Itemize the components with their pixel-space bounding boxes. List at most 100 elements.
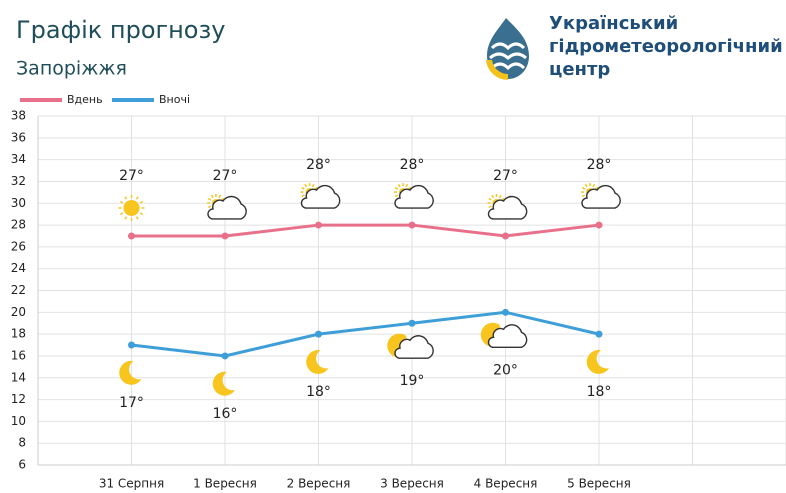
sun-ray <box>498 194 502 199</box>
weather-icon <box>387 333 434 359</box>
value-label: 20° <box>493 362 518 378</box>
moon <box>306 349 329 374</box>
x-tick-label: 3 Вересня <box>380 477 444 491</box>
data-point <box>408 319 416 327</box>
sun-ray <box>139 200 144 204</box>
y-tick-label: 22 <box>11 283 26 297</box>
y-tick-label: 28 <box>11 218 26 232</box>
sun-ray <box>488 205 492 209</box>
data-point <box>221 352 229 360</box>
sun-ray <box>119 200 124 204</box>
value-label: 16° <box>213 406 238 422</box>
weather-icon <box>394 183 434 209</box>
sun-ray <box>491 194 495 199</box>
weather-icon <box>581 183 621 209</box>
sun-ray <box>218 194 222 199</box>
series-line <box>131 310 600 358</box>
sun-ray <box>210 194 214 199</box>
data-point <box>595 221 603 229</box>
y-tick-label: 30 <box>11 196 26 210</box>
sun-ray <box>135 216 139 220</box>
x-tick-label: 1 Вересня <box>193 477 257 491</box>
weather-icon <box>118 194 145 221</box>
sun-ray <box>304 183 308 188</box>
legend-label: Вночі <box>159 93 190 106</box>
weather-icon <box>487 193 528 220</box>
data-point <box>315 221 322 229</box>
cloud <box>207 195 247 220</box>
y-tick-label: 26 <box>11 239 26 253</box>
weather-icon <box>480 322 528 349</box>
y-tick-label: 12 <box>11 392 26 406</box>
value-label: 28° <box>306 157 331 173</box>
value-label: 18° <box>306 384 331 400</box>
sun-ray <box>394 186 399 190</box>
y-tick-label: 10 <box>11 414 26 428</box>
moon <box>586 349 609 374</box>
cloud <box>394 335 434 359</box>
sun-ray <box>207 197 212 201</box>
logo-text: центр <box>549 59 610 80</box>
sun-ray <box>301 186 305 190</box>
sun-ray <box>397 183 401 188</box>
sun <box>123 199 140 216</box>
weather-icon <box>300 183 341 209</box>
legend-label: Вдень <box>67 93 103 106</box>
sun-ray <box>581 186 586 190</box>
logo-icon <box>486 18 529 81</box>
y-tick-label: 16 <box>11 348 26 362</box>
value-label: 27° <box>213 168 238 184</box>
y-tick-label: 24 <box>11 261 26 275</box>
data-point <box>128 232 135 240</box>
weather-icon <box>207 193 247 220</box>
value-label: 17° <box>119 395 144 411</box>
y-tick-label: 6 <box>18 458 26 472</box>
sun-ray <box>394 194 399 198</box>
y-tick-label: 34 <box>11 152 26 166</box>
sun-ray <box>124 196 128 200</box>
y-tick-label: 36 <box>11 130 26 144</box>
value-label: 27° <box>119 168 144 184</box>
sun-ray <box>488 197 492 201</box>
data-point <box>502 232 509 240</box>
y-tick-label: 8 <box>18 436 26 450</box>
chart-subtitle: Запоріжжя <box>16 58 127 80</box>
value-label: 19° <box>400 373 425 389</box>
sun-ray <box>311 183 315 188</box>
value-label: 27° <box>493 168 518 184</box>
moon <box>212 371 235 396</box>
logo-text: гідрометеорологічний <box>549 36 783 57</box>
sun-ray <box>584 183 588 188</box>
value-label: 18° <box>587 384 612 400</box>
x-tick-label: 4 Вересня <box>474 477 538 491</box>
sun-ray <box>207 205 212 209</box>
cloud <box>487 195 528 220</box>
y-tick-label: 20 <box>11 305 26 319</box>
data-point <box>128 341 135 349</box>
weather-icon <box>119 360 142 385</box>
x-tick-label: 5 Вересня <box>567 477 631 491</box>
x-tick-label: 31 Серпня <box>99 477 164 491</box>
x-tick-label: 2 Вересня <box>287 477 351 491</box>
sun-ray <box>119 212 124 216</box>
sun-ray <box>592 183 596 188</box>
sun-ray <box>581 194 586 198</box>
data-point <box>221 232 229 240</box>
data-point <box>502 308 509 316</box>
y-tick-label: 38 <box>11 109 26 123</box>
series-line <box>131 223 600 238</box>
sun-ray <box>124 216 128 220</box>
data-point <box>408 221 416 229</box>
sun-ray <box>139 212 144 216</box>
logo-text: Український <box>549 13 678 34</box>
value-label: 28° <box>400 157 425 173</box>
chart-title: Графік прогнозу <box>16 16 225 44</box>
moon <box>119 360 142 385</box>
cloud <box>487 324 528 349</box>
cloud <box>300 184 341 209</box>
y-tick-label: 32 <box>11 174 26 188</box>
weather-icon <box>586 349 609 374</box>
sun-ray <box>405 183 409 188</box>
weather-icon <box>306 349 329 374</box>
